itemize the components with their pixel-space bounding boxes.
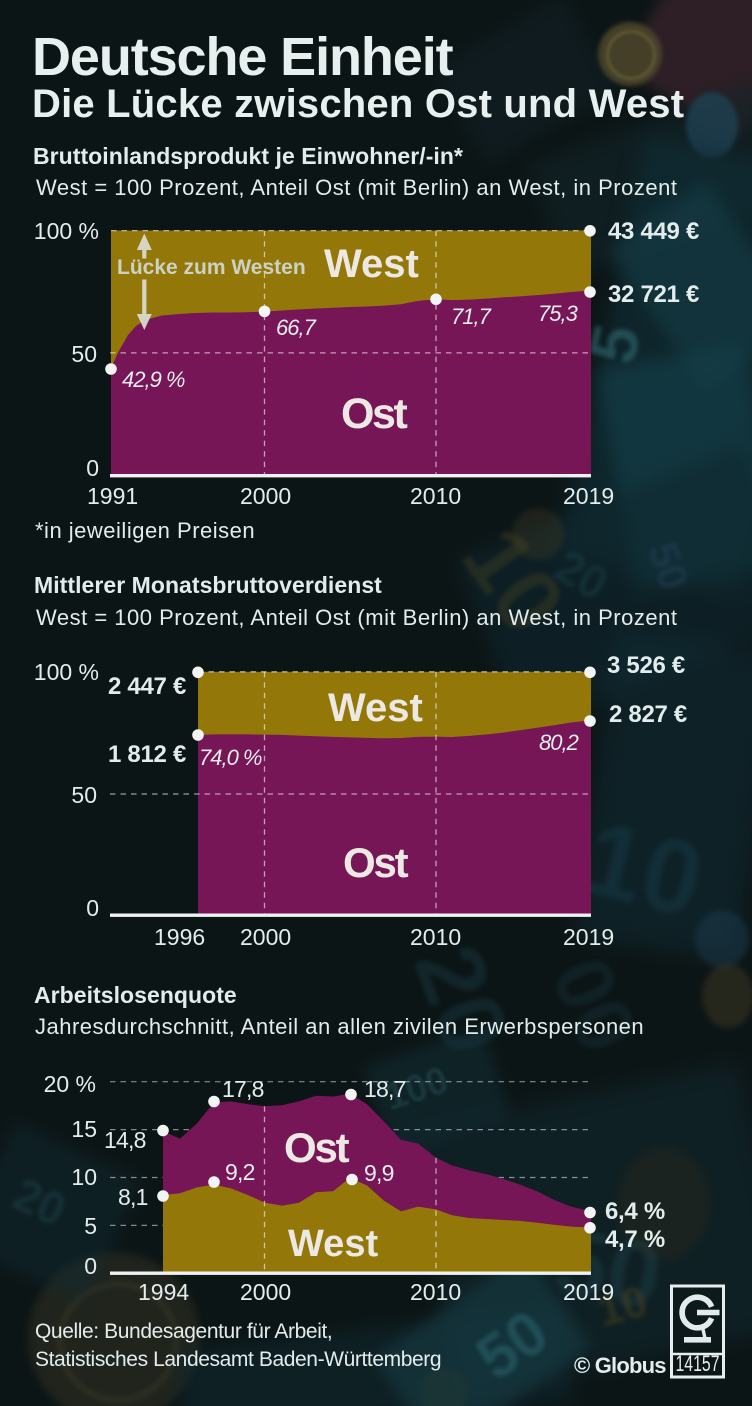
svg-text:14157: 14157 [676, 1351, 720, 1376]
